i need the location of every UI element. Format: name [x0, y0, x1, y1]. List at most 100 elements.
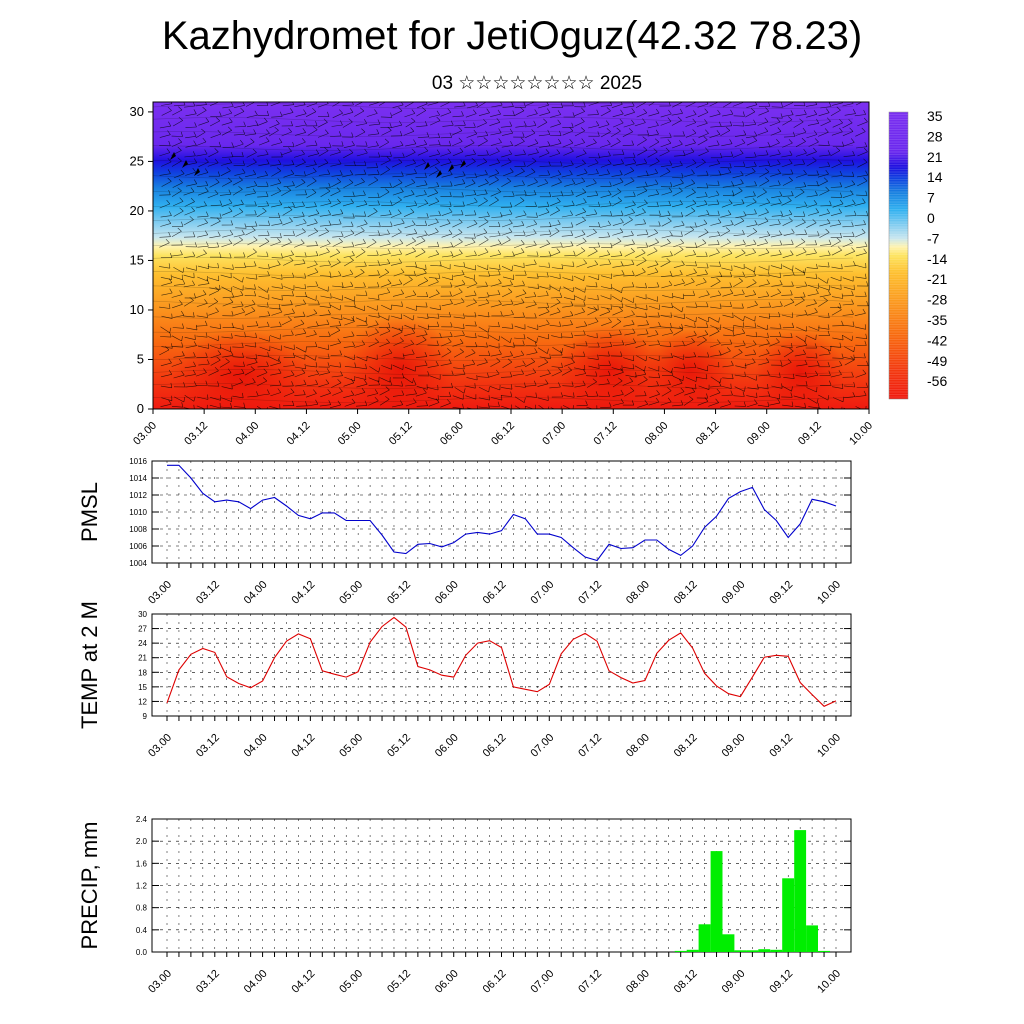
strong-wind-flag — [182, 160, 188, 168]
y-axis-label: TEMP at 2 M — [77, 601, 102, 729]
x-tick-label: 06.00 — [433, 732, 461, 760]
colorbar-label: -42 — [927, 332, 947, 348]
x-tick-label: 03.12 — [194, 732, 222, 760]
y-tick-label: 1.6 — [136, 859, 148, 868]
x-tick-label: 04.12 — [290, 968, 318, 996]
y-tick-label: 27 — [138, 625, 147, 634]
y-tick-label: 21 — [138, 654, 147, 663]
precip-bar — [758, 949, 771, 952]
precip-bar — [782, 878, 795, 952]
precip-bar — [734, 950, 747, 952]
isotherm-line — [153, 369, 854, 375]
x-tick-label: 07.12 — [576, 732, 604, 760]
isotherm-line — [153, 145, 854, 151]
isotherm-line — [153, 229, 854, 235]
warm-core — [345, 315, 455, 409]
x-tick-label: 04.12 — [285, 420, 313, 448]
colorbar-label: 35 — [927, 108, 943, 124]
x-tick-label: 09.00 — [720, 968, 748, 996]
x-tick-label: 09.00 — [720, 579, 748, 607]
x-tick-label: 04.12 — [290, 732, 318, 760]
x-tick-label: 03.00 — [146, 732, 174, 760]
chart-title: Kazhydromet for JetiOguz(42.32 78.23) — [161, 14, 863, 58]
strong-wind-flag — [194, 168, 200, 176]
y-tick-label: 1014 — [129, 474, 147, 483]
x-tick-label: 09.12 — [767, 732, 795, 760]
y-tick-label: 1006 — [129, 542, 147, 551]
x-tick-label: 08.12 — [672, 732, 700, 760]
x-tick-label: 05.00 — [337, 732, 365, 760]
x-tick-label: 05.12 — [385, 968, 413, 996]
y-tick-label: 1016 — [129, 457, 147, 466]
precip-bar — [698, 924, 711, 952]
y-tick-label: 1.2 — [136, 882, 148, 891]
x-tick-label: 08.00 — [643, 420, 671, 448]
y-tick-label: 10 — [130, 302, 144, 317]
isotherm-line — [153, 201, 854, 207]
warm-core — [755, 330, 845, 409]
strong-wind-flag — [170, 152, 176, 160]
strong-wind-flag — [424, 162, 430, 170]
isotherm-line — [153, 355, 854, 361]
x-tick-label: 08.12 — [694, 420, 722, 448]
colorbar-label: 0 — [927, 210, 935, 226]
x-tick-label: 05.00 — [337, 579, 365, 607]
x-tick-label: 09.00 — [745, 420, 773, 448]
precip-bar — [794, 830, 807, 952]
x-tick-label: 09.12 — [767, 579, 795, 607]
colorbar-label: 28 — [927, 128, 943, 144]
x-tick-label: 04.12 — [290, 579, 318, 607]
x-tick-label: 09.12 — [767, 968, 795, 996]
y-tick-label: 0 — [137, 401, 144, 416]
colorbar-label: -14 — [927, 251, 947, 267]
precip-bar — [770, 949, 783, 952]
y-tick-label: 18 — [138, 668, 147, 677]
y-tick-label: 1008 — [129, 525, 147, 534]
y-tick-label: 15 — [130, 252, 144, 267]
colorbar-label: -21 — [927, 271, 947, 287]
x-tick-label: 10.00 — [815, 968, 843, 996]
plot-frame — [151, 613, 852, 717]
y-tick-label: 1012 — [129, 491, 147, 500]
colorbar-label: 14 — [927, 169, 943, 185]
x-tick-label: 03.00 — [131, 420, 159, 448]
x-tick-label: 08.00 — [624, 579, 652, 607]
colorbar-label: -56 — [927, 373, 947, 389]
x-tick-label: 05.12 — [385, 732, 413, 760]
precip-bar — [722, 934, 735, 952]
y-tick-label: 15 — [138, 683, 147, 692]
x-tick-label: 09.00 — [720, 732, 748, 760]
x-tick-label: 04.00 — [242, 968, 270, 996]
colorbar-label: -49 — [927, 353, 947, 369]
x-tick-label: 10.00 — [815, 732, 843, 760]
x-tick-label: 05.12 — [385, 579, 413, 607]
colorbar-label: -35 — [927, 312, 947, 328]
isotherm-line — [153, 271, 854, 277]
y-tick-label: 0.0 — [136, 948, 148, 957]
y-tick-label: 30 — [138, 610, 147, 619]
x-tick-label: 07.00 — [528, 579, 556, 607]
x-tick-label: 07.00 — [540, 420, 568, 448]
x-tick-label: 04.00 — [233, 420, 261, 448]
y-tick-label: 1010 — [129, 508, 147, 517]
x-tick-label: 03.00 — [146, 968, 174, 996]
x-tick-label: 06.00 — [438, 420, 466, 448]
strong-wind-flag — [436, 170, 442, 178]
x-tick-label: 05.00 — [337, 968, 365, 996]
precip-bar — [818, 950, 830, 952]
y-tick-label: 2.4 — [136, 815, 148, 824]
y-tick-label: 9 — [143, 712, 148, 721]
x-tick-label: 10.00 — [847, 420, 875, 448]
isotherm-line — [153, 187, 854, 193]
x-tick-label: 08.00 — [624, 732, 652, 760]
y-tick-label: 1004 — [129, 559, 147, 568]
strong-wind-flag — [460, 160, 466, 168]
colorbar-label: 7 — [927, 190, 935, 206]
isotherm-line — [153, 327, 854, 333]
precip-bar — [746, 950, 759, 952]
x-tick-label: 09.12 — [796, 420, 824, 448]
y-tick-label: 24 — [138, 639, 147, 648]
isotherm-line — [153, 215, 854, 221]
y-tick-label: 20 — [130, 203, 144, 218]
warm-core — [170, 330, 310, 409]
